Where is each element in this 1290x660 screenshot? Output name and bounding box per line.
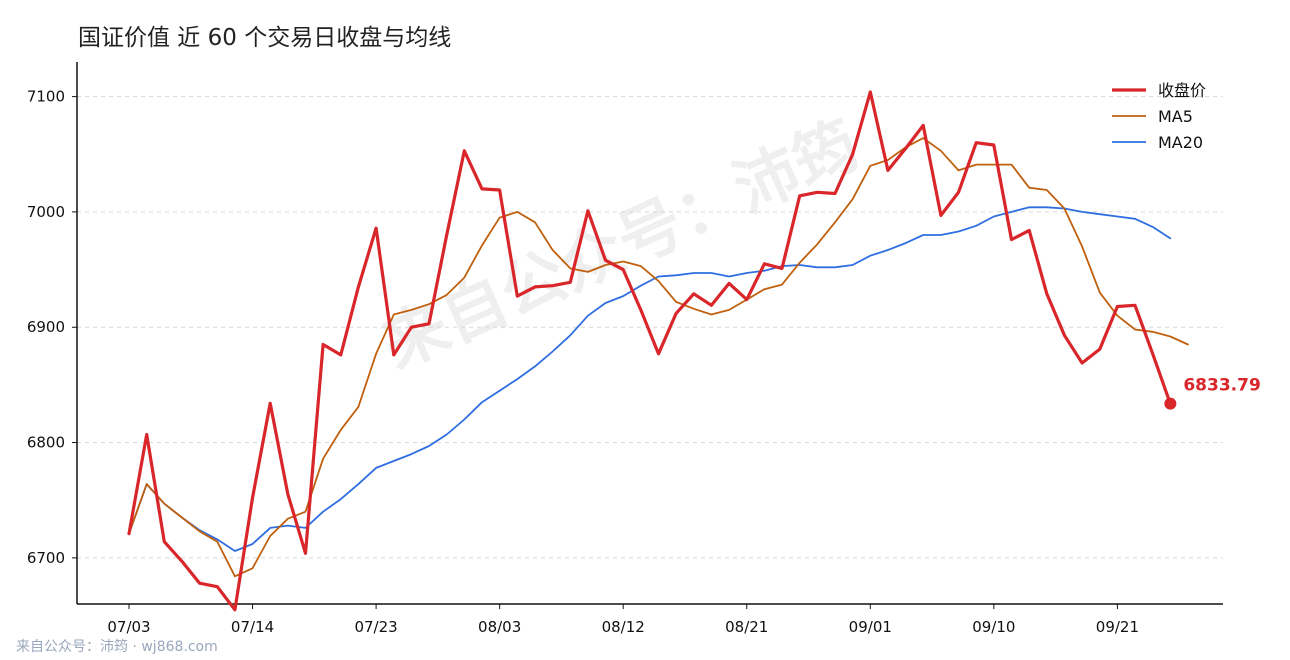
watermark: 来自公众号：沛筠 [373,108,871,384]
last-value-annotation: 6833.79 [1164,376,1261,410]
x-tick-label: 08/21 [725,618,768,636]
y-tick-label: 7000 [27,203,65,221]
x-tick-label: 07/14 [231,618,274,636]
x-axis-ticks: 07/03 07/14 07/23 08/03 08/12 08/21 09/01 09/10… [107,604,1139,636]
chart-title: 国证价值 近 60 个交易日收盘与均线 [78,25,452,51]
legend-label: MA5 [1158,107,1193,126]
y-tick-label: 6700 [27,549,65,567]
ma5-line [128,137,1189,578]
last-close-label: 6833.79 [1183,376,1260,396]
ma20-line [128,206,1172,552]
gridlines [77,96,1223,559]
y-tick-label: 6900 [27,318,65,336]
x-tick-label: 07/03 [107,618,150,636]
y-tick-label: 7100 [27,88,65,106]
x-tick-label: 09/10 [972,618,1015,636]
source-credit: 来自公众号：沛筠 · wj868.com [16,639,218,655]
legend: 收盘价 MA5 MA20 [1112,81,1206,152]
last-close-marker [1164,397,1177,410]
x-tick-label: 08/12 [602,618,645,636]
close-price-line [127,90,1172,612]
y-axis-ticks: 6700 6800 6900 7000 7100 [27,88,77,567]
legend-label: MA20 [1158,133,1203,152]
axes [76,62,1223,605]
series-lines [127,90,1189,612]
x-tick-label: 07/23 [354,618,397,636]
y-tick-label: 6800 [27,434,65,452]
legend-label: 收盘价 [1158,81,1206,100]
x-tick-label: 09/01 [849,618,892,636]
x-tick-label: 09/21 [1096,618,1139,636]
x-tick-label: 08/03 [478,618,521,636]
